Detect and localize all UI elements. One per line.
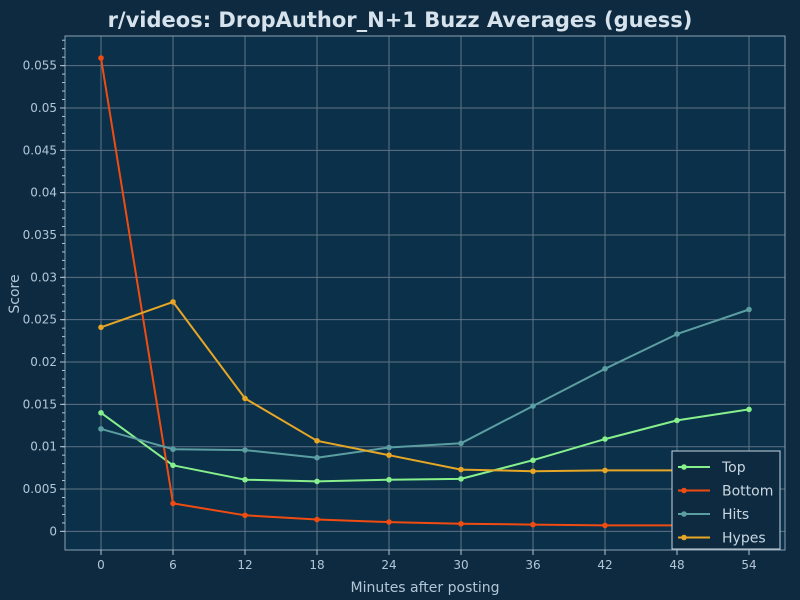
y-tick-label: 0.055 — [23, 59, 57, 73]
x-tick-label: 30 — [453, 558, 468, 572]
data-point-hits — [458, 440, 464, 447]
data-point-top — [674, 417, 680, 424]
plot-frame — [64, 35, 786, 551]
data-point-hypes — [602, 467, 608, 474]
x-tick-label: 48 — [669, 558, 684, 572]
y-tick-label: 0.01 — [30, 440, 57, 454]
data-point-bottom — [98, 55, 104, 61]
data-point-hypes — [386, 452, 392, 458]
y-tick-label: 0.02 — [30, 355, 57, 369]
data-point-bottom — [242, 512, 248, 519]
legend-marker-hits — [681, 511, 687, 517]
data-point-hits — [386, 444, 392, 451]
y-axis-label: Score — [7, 274, 23, 313]
data-point-hits — [674, 331, 680, 337]
data-point-top — [746, 406, 752, 413]
x-tick-label: 12 — [237, 558, 252, 572]
chart-title: r/videos: DropAuthor_N+1 Buzz Averages (… — [108, 8, 693, 32]
legend-marker-top — [681, 464, 687, 470]
data-point-top — [458, 476, 464, 482]
series-line-hypes — [100, 300, 749, 473]
data-point-hits — [242, 447, 248, 453]
x-axis-label: Minutes after posting — [350, 580, 499, 596]
data-point-top — [242, 476, 248, 483]
data-point-hypes — [458, 466, 464, 473]
data-point-bottom — [458, 520, 464, 527]
y-tick-label: 0.03 — [30, 270, 57, 284]
series-line-hits — [100, 308, 750, 459]
x-tick-label: 42 — [597, 558, 612, 572]
data-point-hits — [602, 365, 608, 372]
data-point-bottom — [602, 522, 608, 529]
y-tick-label: 0.05 — [30, 101, 57, 115]
x-tick-label: 36 — [525, 558, 540, 572]
data-point-hypes — [242, 395, 248, 402]
data-point-bottom — [386, 519, 392, 525]
plot-area — [65, 36, 785, 550]
legend-label-hypes: Hypes — [722, 531, 766, 547]
legend-label-top: Top — [721, 460, 746, 476]
y-tick-label: 0.035 — [23, 228, 57, 242]
data-point-hits — [746, 306, 752, 313]
data-point-hits — [170, 446, 176, 453]
legend-marker-bottom — [681, 487, 687, 494]
data-point-bottom — [530, 521, 536, 528]
y-tick-label: 0.04 — [30, 186, 57, 200]
data-point-hypes — [314, 437, 320, 444]
data-point-top — [314, 478, 320, 485]
legend: Top Bottom Hits Hypes — [671, 450, 781, 550]
data-point-hypes — [530, 468, 536, 475]
data-point-hits — [530, 403, 536, 409]
data-point-hypes — [170, 299, 176, 305]
data-point-bottom — [170, 500, 176, 507]
data-point-hits — [314, 454, 320, 461]
y-tick-label: 0.015 — [23, 397, 57, 411]
x-tick-label: 24 — [381, 558, 396, 572]
x-tick-label: 6 — [169, 558, 177, 572]
data-point-top — [170, 462, 176, 469]
data-point-top — [386, 476, 392, 483]
x-tick-label: 54 — [741, 558, 756, 572]
data-point-bottom — [314, 516, 320, 523]
x-tick-label: 18 — [309, 558, 324, 572]
y-tick-label: 0.005 — [23, 482, 57, 496]
y-tick-label: 0 — [49, 524, 57, 538]
series-line-bottom — [100, 57, 750, 528]
axis-ticks: 0 6 12 18 24 30 36 42 48 54 0 0.005 0.01 0.015 0.02 0.0… — [23, 39, 757, 572]
data-point-top — [530, 457, 536, 464]
grid-lines — [65, 36, 785, 550]
x-tick-label: 0 — [97, 558, 105, 572]
data-point-top — [98, 410, 104, 416]
data-point-hits — [98, 426, 104, 432]
legend-marker-hypes — [681, 534, 687, 541]
data-point-hypes — [98, 324, 104, 331]
data-point-top — [602, 436, 608, 442]
y-tick-label: 0.045 — [23, 143, 57, 157]
y-tick-label: 0.025 — [23, 313, 57, 327]
legend-label-bottom: Bottom — [722, 484, 773, 500]
series-line-top — [100, 408, 750, 483]
legend-label-hits: Hits — [722, 507, 749, 523]
